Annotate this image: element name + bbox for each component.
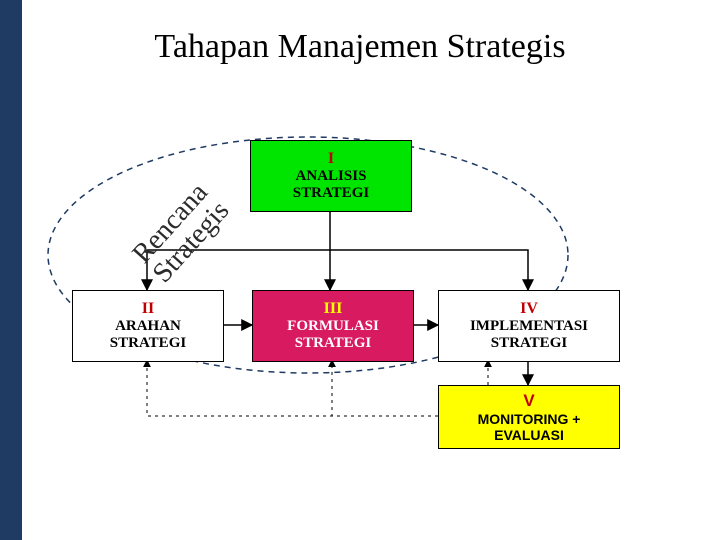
box-monitoring: V MONITORING + EVALUASI xyxy=(438,385,620,449)
stage-num: V xyxy=(523,391,534,411)
rotated-label: Rencana Strategis xyxy=(127,178,234,288)
box-arahan: II ARAHAN STRATEGI xyxy=(72,290,224,362)
accent-bar xyxy=(0,0,22,540)
stage-num: I xyxy=(328,150,334,168)
slide-title: Tahapan Manajemen Strategis xyxy=(0,28,720,66)
stage-num: III xyxy=(324,300,343,318)
diagram-area: Rencana Strategis I ANALISIS STRATEGI II… xyxy=(40,120,690,520)
box-implementasi: IV IMPLEMENTASI STRATEGI xyxy=(438,290,620,362)
stage-text: FORMULASI STRATEGI xyxy=(287,318,379,353)
box-analisis: I ANALISIS STRATEGI xyxy=(250,140,412,212)
stage-text: IMPLEMENTASI STRATEGI xyxy=(470,318,588,353)
box-formulasi: III FORMULASI STRATEGI xyxy=(252,290,414,362)
stage-text: ANALISIS STRATEGI xyxy=(293,168,369,203)
stage-num: II xyxy=(142,300,154,318)
stage-text: MONITORING + EVALUASI xyxy=(478,411,581,443)
stage-num: IV xyxy=(520,300,538,318)
stage-text: ARAHAN STRATEGI xyxy=(110,318,186,353)
